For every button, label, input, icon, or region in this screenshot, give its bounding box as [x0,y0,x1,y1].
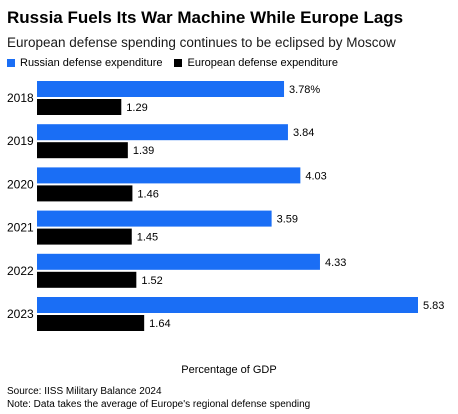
bar-europe [37,228,132,245]
data-label: 3.78% [289,84,320,96]
bar-russia [37,81,285,97]
data-label: 1.64 [149,318,170,330]
x-axis-label: Percentage of GDP [181,364,277,376]
bar-chart: 2018 3.78% 1.29 2019 3.84 1.39 2020 4.03 1.46 202… [7,81,444,331]
legend-label-russia: Russian defense expenditure [20,57,163,69]
y-tick-label: 2022 [7,264,34,278]
data-label: 1.46 [137,188,158,200]
data-label: 1.29 [126,102,147,114]
data-label: 1.45 [137,232,158,244]
bar-russia [37,124,288,141]
legend-swatch-russia [7,59,15,67]
chart-title: Russia Fuels Its War Machine While Europ… [7,8,404,27]
bar-russia [37,253,320,270]
data-label: 4.03 [305,170,326,182]
data-label: 3.59 [277,214,298,226]
data-label: 1.39 [133,145,154,157]
chart-subtitle: European defense spending continues to b… [7,35,396,50]
data-label: 5.83 [423,300,444,312]
legend-item-russia: Russian defense expenditure [7,57,162,69]
bar-russia [37,210,272,227]
legend-label-europe: European defense expenditure [187,57,338,69]
y-tick-label: 2020 [7,177,34,191]
data-label: 1.52 [141,275,162,287]
footnote: Note: Data takes the average of Europe's… [7,399,311,410]
legend: Russian defense expenditure European def… [7,57,350,69]
bar-europe [37,99,122,115]
legend-item-europe: European defense expenditure [174,57,338,69]
data-label: 4.33 [325,257,346,269]
y-tick-label: 2023 [7,307,34,321]
y-tick-label: 2021 [7,221,34,235]
bar-europe [37,315,145,331]
y-tick-label: 2019 [7,134,34,148]
bar-europe [37,185,133,202]
bar-russia [37,297,418,313]
legend-swatch-europe [174,59,183,67]
bar-russia [37,167,301,184]
bar-europe [37,271,137,288]
bar-europe [37,142,128,159]
source-note: Source: IISS Military Balance 2024 [7,386,162,397]
y-tick-label: 2018 [7,91,34,105]
data-label: 3.84 [293,127,314,139]
